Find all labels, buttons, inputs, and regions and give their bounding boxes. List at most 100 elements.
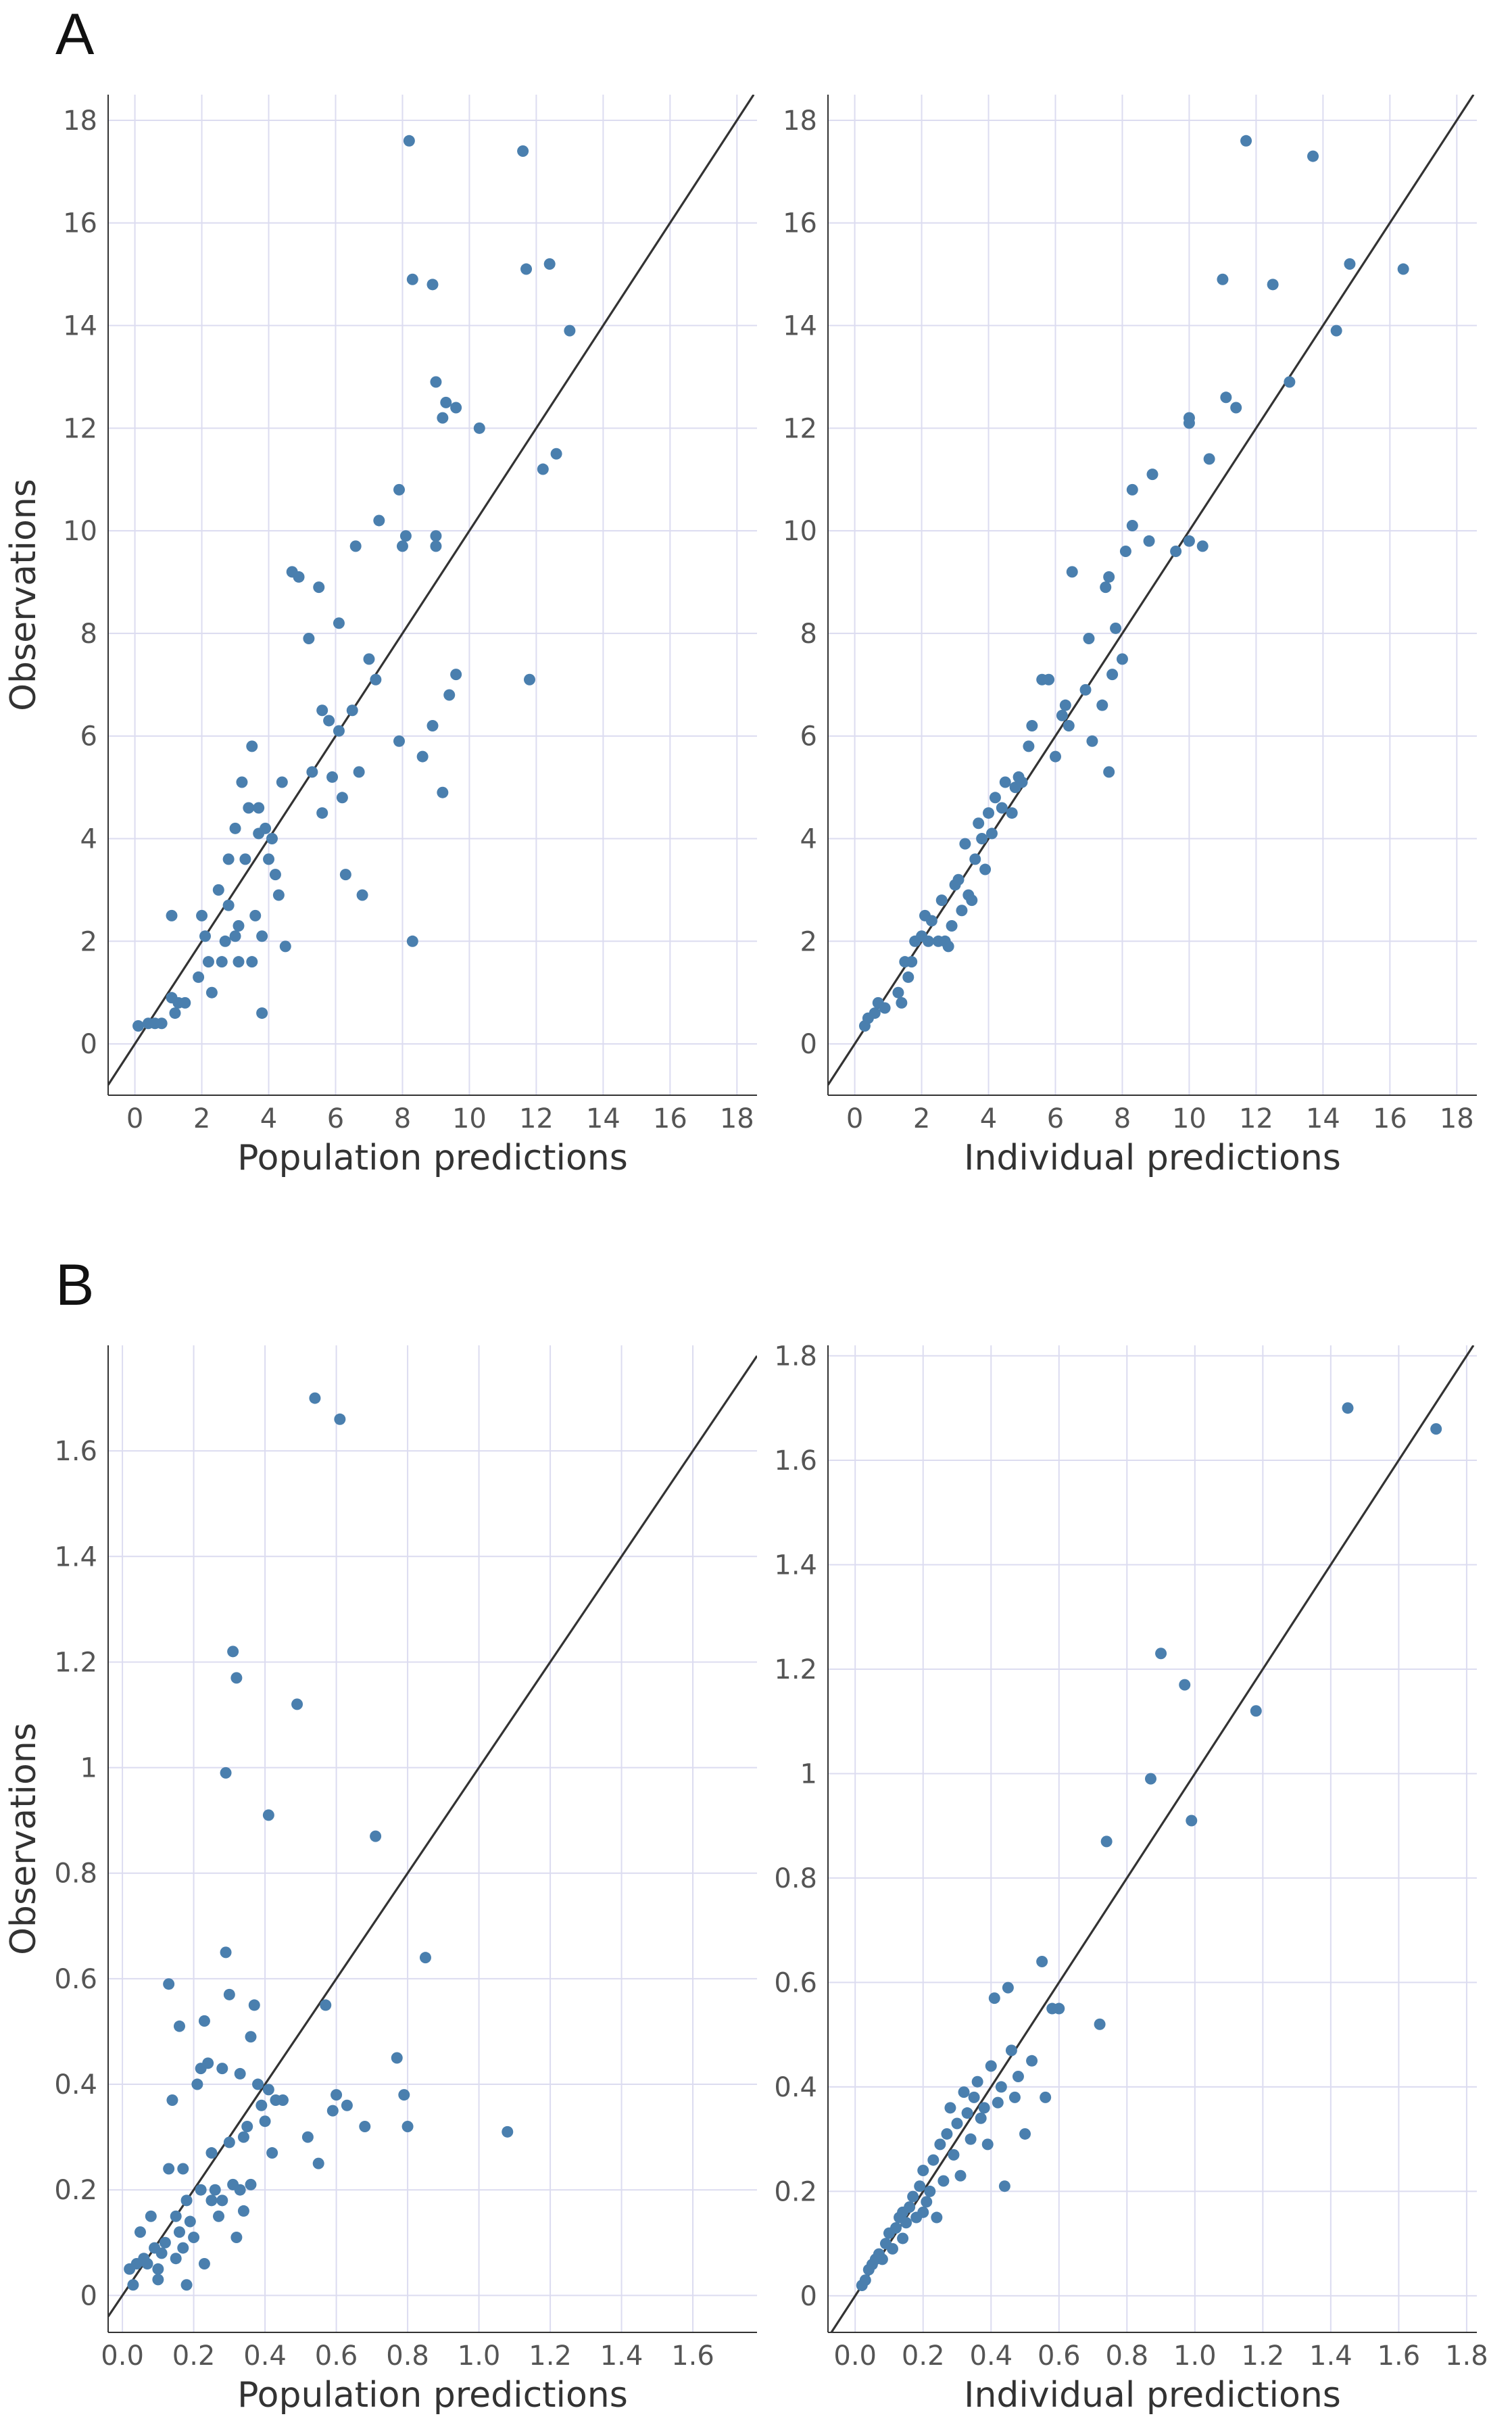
x-tick-label: 0.0	[833, 2340, 877, 2372]
data-point	[954, 2169, 967, 2182]
x-tick-label: 0.2	[902, 2340, 945, 2372]
data-point	[256, 930, 268, 942]
data-point	[1005, 2044, 1017, 2057]
data-point	[196, 909, 208, 921]
data-point	[1183, 412, 1195, 424]
data-point	[890, 2222, 902, 2234]
data-point	[998, 2180, 1010, 2192]
data-point	[1002, 1982, 1014, 1994]
data-point	[859, 2274, 871, 2286]
data-point	[1116, 653, 1128, 665]
data-point	[1342, 1402, 1354, 1414]
y-tick-label: 4	[800, 824, 817, 855]
data-point	[180, 2194, 193, 2207]
y-tick-label: 12	[63, 413, 97, 444]
data-point	[213, 2210, 225, 2222]
data-point	[914, 2180, 926, 2192]
x-tick-label: 1.4	[600, 2340, 643, 2372]
data-point	[263, 853, 275, 865]
data-point	[245, 2031, 257, 2043]
data-point	[326, 771, 339, 783]
data-point	[981, 2138, 994, 2151]
y-tick-label: 2	[800, 926, 817, 957]
data-point	[266, 2147, 278, 2159]
data-point	[145, 2210, 157, 2222]
data-point	[370, 673, 382, 686]
x-axis-title: Population predictions	[237, 1138, 628, 1178]
data-point	[1110, 622, 1122, 634]
data-point	[363, 653, 375, 665]
x-tick-label: 0.0	[101, 2340, 144, 2372]
data-point	[229, 822, 241, 834]
data-point	[246, 740, 258, 752]
y-tick-label: 6	[800, 721, 817, 752]
data-point	[272, 889, 285, 901]
data-point	[163, 2163, 175, 2175]
data-point	[937, 2175, 950, 2187]
data-point	[430, 376, 442, 388]
data-point	[904, 2201, 916, 2213]
data-point	[132, 1020, 145, 1032]
x-tick-label: 4	[980, 1103, 997, 1134]
data-point	[1155, 1648, 1167, 1660]
data-point	[975, 2112, 987, 2124]
data-point	[403, 135, 415, 147]
y-tick-label: 0.8	[774, 1863, 817, 1894]
data-point	[537, 463, 549, 475]
y-tick-label: 0.2	[774, 2176, 817, 2207]
data-point	[1217, 273, 1229, 285]
data-point	[245, 2178, 257, 2190]
data-point	[1100, 581, 1112, 594]
data-point	[313, 581, 325, 594]
data-point	[216, 2194, 228, 2207]
data-point	[222, 899, 235, 911]
data-point	[309, 1392, 321, 1404]
data-point	[1179, 1679, 1191, 1691]
data-point	[502, 2126, 514, 2138]
data-point	[1203, 453, 1215, 465]
y-tick-label: 1.6	[774, 1445, 817, 1476]
data-point	[1012, 2070, 1024, 2082]
data-point	[1026, 720, 1038, 732]
data-point	[188, 2231, 200, 2243]
data-point	[1036, 1956, 1048, 1968]
scatter-b-population: 0.0 0.2 0.4 0.6 0.8 1.0 1.2 1.4 1.6 0 0.2 0.4 0.6 0.8…	[3, 1345, 757, 2416]
data-point	[233, 920, 245, 932]
data-point	[971, 2075, 983, 2088]
x-tick-label: 6	[327, 1103, 344, 1134]
data-point	[1056, 709, 1068, 721]
data-point	[951, 2117, 963, 2130]
data-point	[869, 1007, 881, 1019]
x-tick-label: 12	[519, 1103, 554, 1134]
x-tick-label: 1.8	[1445, 2340, 1488, 2372]
data-point	[959, 838, 971, 850]
data-point	[1126, 483, 1138, 496]
data-point	[1183, 535, 1195, 547]
data-point	[1019, 2128, 1031, 2140]
y-axis-title: Observations	[3, 479, 44, 711]
y-tick-label: 1.2	[54, 1647, 97, 1678]
data-point	[230, 2231, 243, 2243]
data-point	[426, 279, 439, 291]
data-point	[1063, 720, 1075, 732]
y-tick-label: 1.6	[54, 1436, 97, 1467]
data-point	[988, 1992, 1000, 2004]
data-point	[1284, 376, 1296, 388]
data-point	[255, 2099, 268, 2111]
x-tick-label: 6	[1047, 1103, 1064, 1134]
data-point	[886, 2242, 898, 2255]
data-point	[917, 2165, 929, 2177]
data-point	[983, 807, 995, 819]
data-point	[333, 617, 345, 629]
y-tick-label: 6	[80, 721, 97, 752]
x-tick-label: 2	[913, 1103, 930, 1134]
data-point	[166, 909, 178, 921]
data-point	[968, 2091, 980, 2103]
x-tick-label: 8	[394, 1103, 411, 1134]
data-point	[961, 2107, 973, 2119]
data-point	[419, 1952, 431, 1964]
data-point	[1220, 391, 1232, 404]
data-point	[239, 853, 251, 865]
data-point	[989, 792, 1001, 804]
data-point	[209, 2184, 221, 2196]
